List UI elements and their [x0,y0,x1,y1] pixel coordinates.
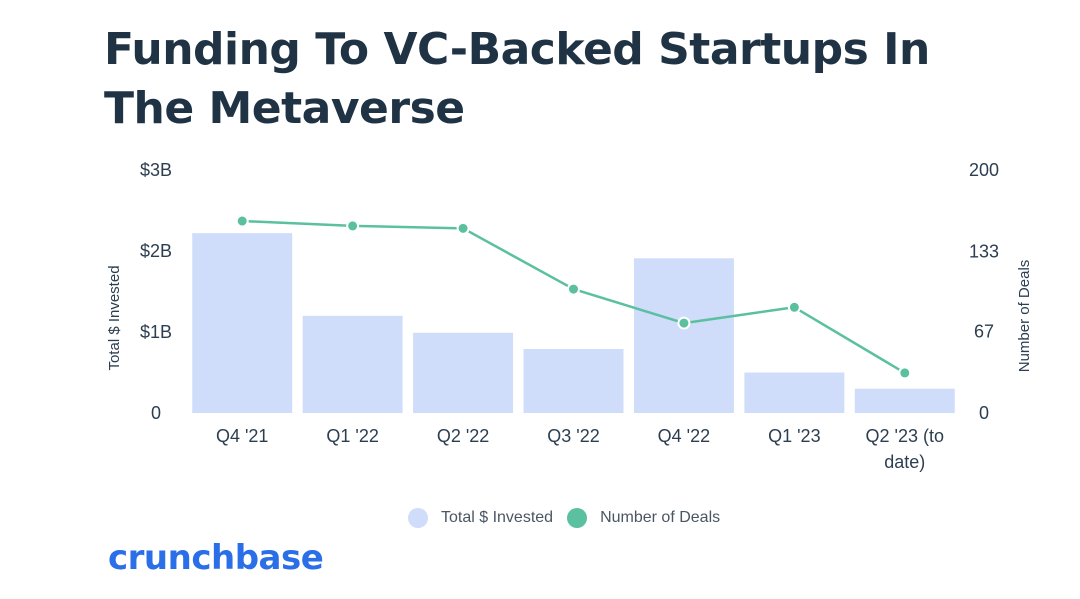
bar-series [192,233,955,413]
deals-point [677,316,691,330]
line-series [235,214,912,380]
y-left-axis-title: Total $ Invested [106,265,123,370]
deals-point [787,300,801,314]
bar [744,372,845,413]
x-tick-label: Q1 '23 [768,426,820,446]
bar [854,388,955,413]
x-tick-label: Q2 '23 (to date) [866,426,944,472]
bar [523,349,624,413]
deals-point [346,219,360,233]
deals-point [567,282,580,296]
x-axis-labels: Q4 '21 Q1 '22 Q2 '22 Q3 '22 Q4 '22 Q1 '23 Q2 '… [216,426,944,472]
legend-swatch-invested [408,508,428,528]
y-right-tick-label: 133 [969,241,999,261]
legend-label-deals: Number of Deals [600,509,721,526]
x-tick-label: Q4 '22 [658,426,710,446]
right-axis-ticks: 0 67 133 200 [969,160,999,423]
y-left-tick-label: 0 [151,403,161,423]
legend-item-deals: Number of Deals [567,508,720,528]
deals-point [235,214,249,228]
x-tick-label: Q4 '21 [216,426,268,446]
chart-title: Funding To VC-Backed Startups In The Met… [104,24,930,134]
y-left-tick-label: $2B [140,241,172,261]
y-right-tick-label: 0 [979,403,989,423]
x-tick-label: Q1 '22 [326,426,378,446]
x-tick-label: Q3 '22 [547,426,599,446]
bar [413,332,514,413]
y-right-tick-label: 200 [969,160,999,180]
deals-point [456,221,470,235]
x-tick-label: Q2 '22 [437,426,489,446]
deals-point [898,366,912,380]
y-right-tick-label: 67 [974,322,994,342]
bar [192,233,293,413]
y-left-tick-label: $3B [140,160,172,180]
y-left-tick-label: $1B [140,322,172,342]
legend-label-invested: Total $ Invested [441,509,554,526]
crunchbase-logo: crunchbase [108,538,324,578]
legend: Total $ Invested Number of Deals [408,506,734,530]
bar [633,258,734,413]
left-axis-ticks: 0 $1B $2B $3B [140,160,172,423]
y-right-axis-title: Number of Deals [1016,260,1033,373]
legend-swatch-deals [567,508,588,528]
legend-item-invested: Total $ Invested [408,508,553,528]
bar [302,315,403,413]
